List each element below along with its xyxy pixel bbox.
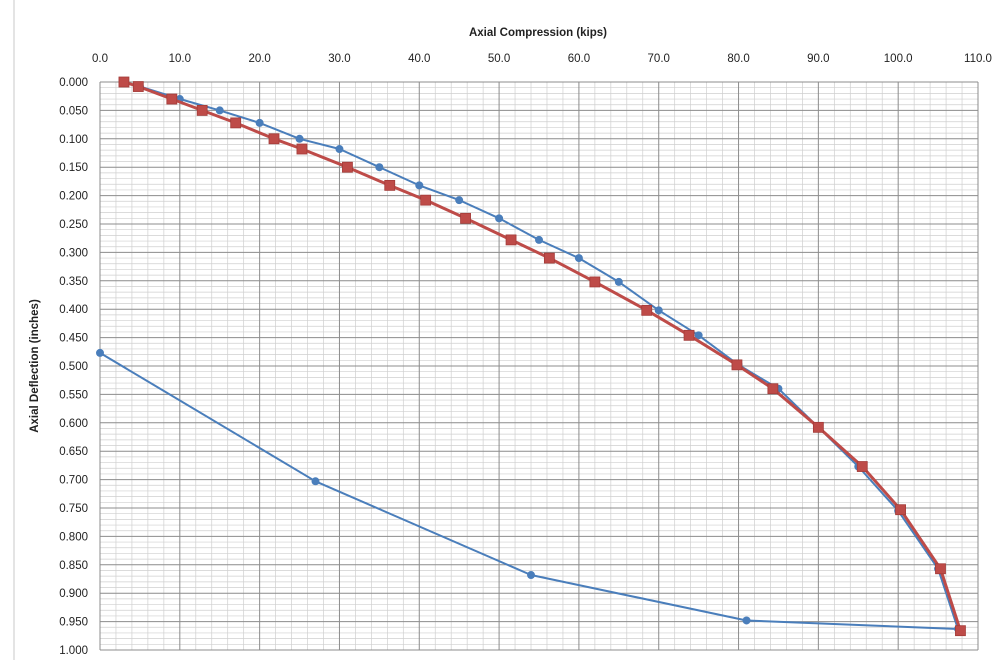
data-point [255,118,264,127]
y-tick-label: 0.650 [59,446,88,458]
y-tick-label: 0.750 [59,503,88,515]
y-tick-label: 0.600 [59,418,88,430]
x-tick-label: 110.0 [964,53,992,65]
y-tick-label: 0.800 [59,531,88,543]
y-tick-label: 0.050 [59,105,88,117]
data-point [215,106,224,115]
data-point [574,254,583,263]
y-tick-label: 0.950 [59,617,88,629]
data-point [295,134,304,143]
y-tick-label: 0.700 [59,475,88,487]
x-tick-label: 80.0 [727,53,749,65]
data-point [856,461,868,472]
y-tick-label: 0.000 [59,77,88,89]
data-point [589,276,601,288]
data-point [268,133,280,145]
y-tick-label: 0.150 [59,162,88,174]
x-tick-label: 20.0 [248,53,270,65]
x-tick-label: 100.0 [884,53,913,65]
data-point [455,196,464,205]
data-point [543,252,555,264]
y-tick-label: 0.100 [59,134,88,146]
data-point [420,194,432,206]
data-point [342,161,353,173]
data-point [527,571,536,580]
series-group [96,76,966,637]
x-tick-label: 70.0 [648,53,670,65]
x-tick-label: 60.0 [568,53,590,65]
data-point [460,212,471,224]
data-point [812,421,824,433]
data-point [614,277,623,286]
y-tick-label: 1.000 [59,645,88,657]
y-axis-title: Axial Deflection (inches) [29,299,41,433]
y-tick-label: 0.300 [59,247,88,259]
x-tick-label: 40.0 [408,53,430,65]
data-point [375,163,384,172]
x-tick-label: 30.0 [328,53,350,65]
y-tick-label: 0.350 [59,276,88,288]
series-2 [118,76,966,637]
data-point [495,214,504,223]
x-tick-label: 90.0 [807,53,829,65]
data-point [118,76,130,88]
y-tick-label: 0.400 [59,304,88,316]
y-tick-label: 0.850 [59,560,88,572]
x-tick-label: 10.0 [169,53,191,65]
data-point [955,625,966,637]
y-tick-label: 0.250 [59,219,88,231]
data-point [384,179,396,191]
x-axis-title: Axial Compression (kips) [469,27,607,39]
data-point [230,117,242,129]
y-tick-label: 0.900 [59,588,88,600]
data-point [196,105,208,116]
x-tick-label: 0.0 [92,53,108,65]
data-point [311,477,320,486]
data-point [96,348,104,357]
data-point [683,329,695,341]
data-point [731,359,743,371]
data-point [296,143,308,155]
data-point [505,234,517,246]
data-point [535,235,543,244]
data-point [935,563,946,575]
data-point [767,383,779,395]
data-point [132,81,144,92]
data-point [415,181,424,190]
data-point [641,304,653,316]
axes: 0.0 10.0 20.0 30.0 40.0 50.0 60.0 70.0 80.0 90.0 1… [59,53,992,657]
data-point [166,93,178,105]
x-tick-label: 50.0 [488,53,510,65]
data-point [654,306,663,315]
y-tick-label: 0.200 [59,191,88,203]
grid [99,81,979,651]
y-tick-label: 0.500 [59,361,88,373]
y-tick-label: 0.450 [59,333,88,345]
data-point [694,331,703,340]
y-tick-label: 0.550 [59,389,88,401]
data-point [335,145,344,154]
data-point [742,616,751,625]
data-point [895,504,906,516]
